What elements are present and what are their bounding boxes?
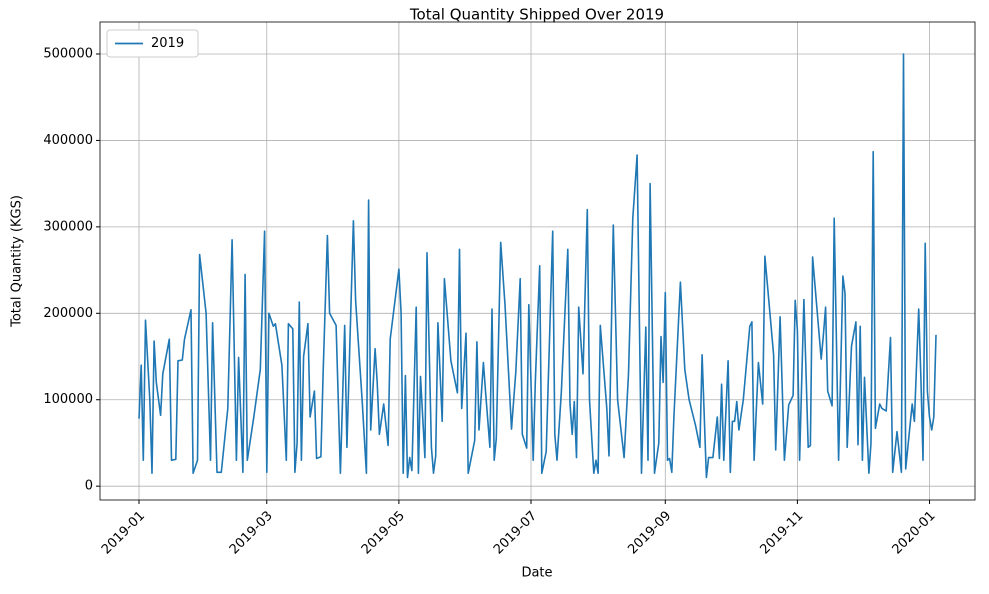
y-tick-label: 300000	[43, 219, 93, 234]
plot-frame	[99, 21, 976, 501]
data-line	[138, 53, 937, 479]
y-axis-label: Total Quantity (KGS)	[10, 195, 25, 328]
legend-box	[106, 29, 199, 58]
x-tick-label: 2019-07	[491, 508, 540, 557]
y-tick-label: 100000	[43, 392, 93, 407]
legend-label: 2019	[151, 36, 184, 51]
y-tick-label: 500000	[43, 46, 93, 61]
x-tick-label: 2019-05	[359, 508, 408, 557]
y-tick-label: 0	[85, 479, 93, 494]
x-axis-label: Date	[521, 566, 552, 581]
x-tick-label: 2019-03	[227, 508, 276, 557]
x-tick-label: 2019-01	[99, 508, 148, 557]
y-tick-label: 400000	[43, 133, 93, 148]
y-tick-label: 200000	[43, 306, 93, 321]
chart-title: Total Quantity Shipped Over 2019	[409, 6, 664, 24]
x-tick-label: 2020-01	[890, 508, 939, 557]
x-tick-label: 2019-11	[757, 508, 806, 557]
x-tick-label: 2019-09	[625, 508, 674, 557]
